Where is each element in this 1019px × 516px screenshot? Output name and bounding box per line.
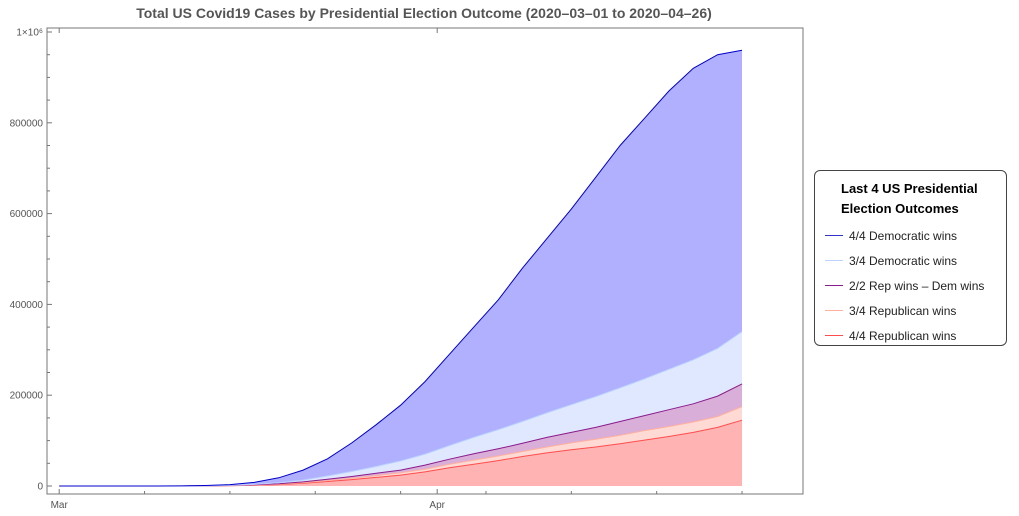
area-2-2-rep-wins-dem-wins bbox=[59, 383, 742, 486]
legend-swatch bbox=[825, 335, 843, 336]
legend-swatch bbox=[825, 260, 843, 261]
x-tick-label: Apr bbox=[429, 500, 445, 511]
y-tick-label: 600000 bbox=[10, 209, 44, 220]
y-tick-label: 400000 bbox=[10, 300, 44, 311]
legend-label: 2/2 Rep wins – Dem wins bbox=[849, 278, 985, 293]
legend-items: 4/4 Democratic wins 3/4 Democratic wins 2/… bbox=[825, 223, 996, 348]
legend-label: 3/4 Democratic wins bbox=[849, 253, 958, 268]
legend: Last 4 US Presidential Election Outcomes… bbox=[814, 170, 1007, 346]
plot-frame bbox=[46, 27, 804, 495]
chart-title: Total US Covid19 Cases by Presidential E… bbox=[136, 5, 712, 21]
legend-item: 3/4 Republican wins bbox=[825, 298, 996, 323]
legend-item: 4/4 Republican wins bbox=[825, 323, 996, 348]
legend-label: 4/4 Republican wins bbox=[849, 328, 957, 343]
area-3-4-democratic-wins bbox=[59, 331, 742, 486]
legend-label: 3/4 Republican wins bbox=[849, 303, 957, 318]
line-4-4-democratic-wins bbox=[59, 49, 743, 487]
legend-item: 3/4 Democratic wins bbox=[825, 248, 996, 273]
legend-swatch bbox=[825, 285, 843, 286]
axes-layer: 0 200000 400000 600000 800000 1×10⁶ Mar Apr bbox=[10, 27, 804, 511]
legend-label: 4/4 Democratic wins bbox=[849, 228, 958, 243]
area-4-4-republican-wins bbox=[59, 420, 742, 486]
legend-title: Last 4 US Presidential Election Outcomes bbox=[841, 181, 978, 216]
y-tick-label: 800000 bbox=[10, 118, 44, 129]
y-tick-label: 1×10⁶ bbox=[16, 28, 43, 39]
x-tick-label: Mar bbox=[51, 500, 69, 511]
y-tick-label: 200000 bbox=[10, 391, 44, 402]
y-tick-label: 0 bbox=[37, 482, 43, 493]
legend-swatch bbox=[825, 235, 843, 236]
legend-item: 4/4 Democratic wins bbox=[825, 223, 996, 248]
series-layer bbox=[59, 49, 743, 487]
area-4-4-democratic-wins bbox=[59, 50, 742, 486]
legend-swatch bbox=[825, 310, 843, 311]
legend-item: 2/2 Rep wins – Dem wins bbox=[825, 273, 996, 298]
